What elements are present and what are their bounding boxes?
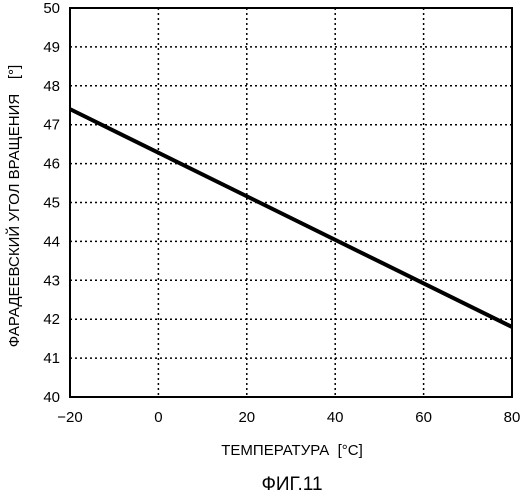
y-tick-label: 45 — [43, 195, 60, 212]
y-tick-label: 41 — [43, 350, 60, 367]
y-tick-labels: 40 41 42 43 44 45 46 47 48 49 50 — [43, 0, 60, 406]
y-axis-unit: [°] — [6, 65, 23, 79]
figure-caption: ФИГ.11 — [261, 474, 322, 495]
x-tick-label: 80 — [504, 409, 521, 426]
y-tick-label: 44 — [43, 233, 60, 250]
y-tick-label: 42 — [43, 311, 60, 328]
y-tick-label: 48 — [43, 78, 60, 95]
x-axis-label: ТЕМПЕРАТУРА [°C] — [221, 442, 362, 459]
x-tick-label: −20 — [57, 409, 82, 426]
y-tick-label: 49 — [43, 39, 60, 56]
series-layer — [70, 109, 512, 327]
y-tick-label: 50 — [43, 0, 60, 17]
y-tick-label: 47 — [43, 117, 60, 134]
x-tick-label: 0 — [154, 409, 162, 426]
x-tick-labels: −20 0 20 40 60 80 — [57, 409, 520, 426]
y-tick-label: 43 — [43, 272, 60, 289]
y-axis-label: ФАРАДЕЕВСКИЙ УГОЛ ВРАЩЕНИЯ — [5, 94, 23, 347]
x-tick-label: 20 — [238, 409, 255, 426]
series-line — [70, 109, 512, 327]
y-tick-label: 40 — [43, 389, 60, 406]
y-tick-label: 46 — [43, 156, 60, 173]
x-tick-label: 60 — [415, 409, 432, 426]
x-tick-label: 40 — [327, 409, 344, 426]
grid — [70, 8, 512, 397]
